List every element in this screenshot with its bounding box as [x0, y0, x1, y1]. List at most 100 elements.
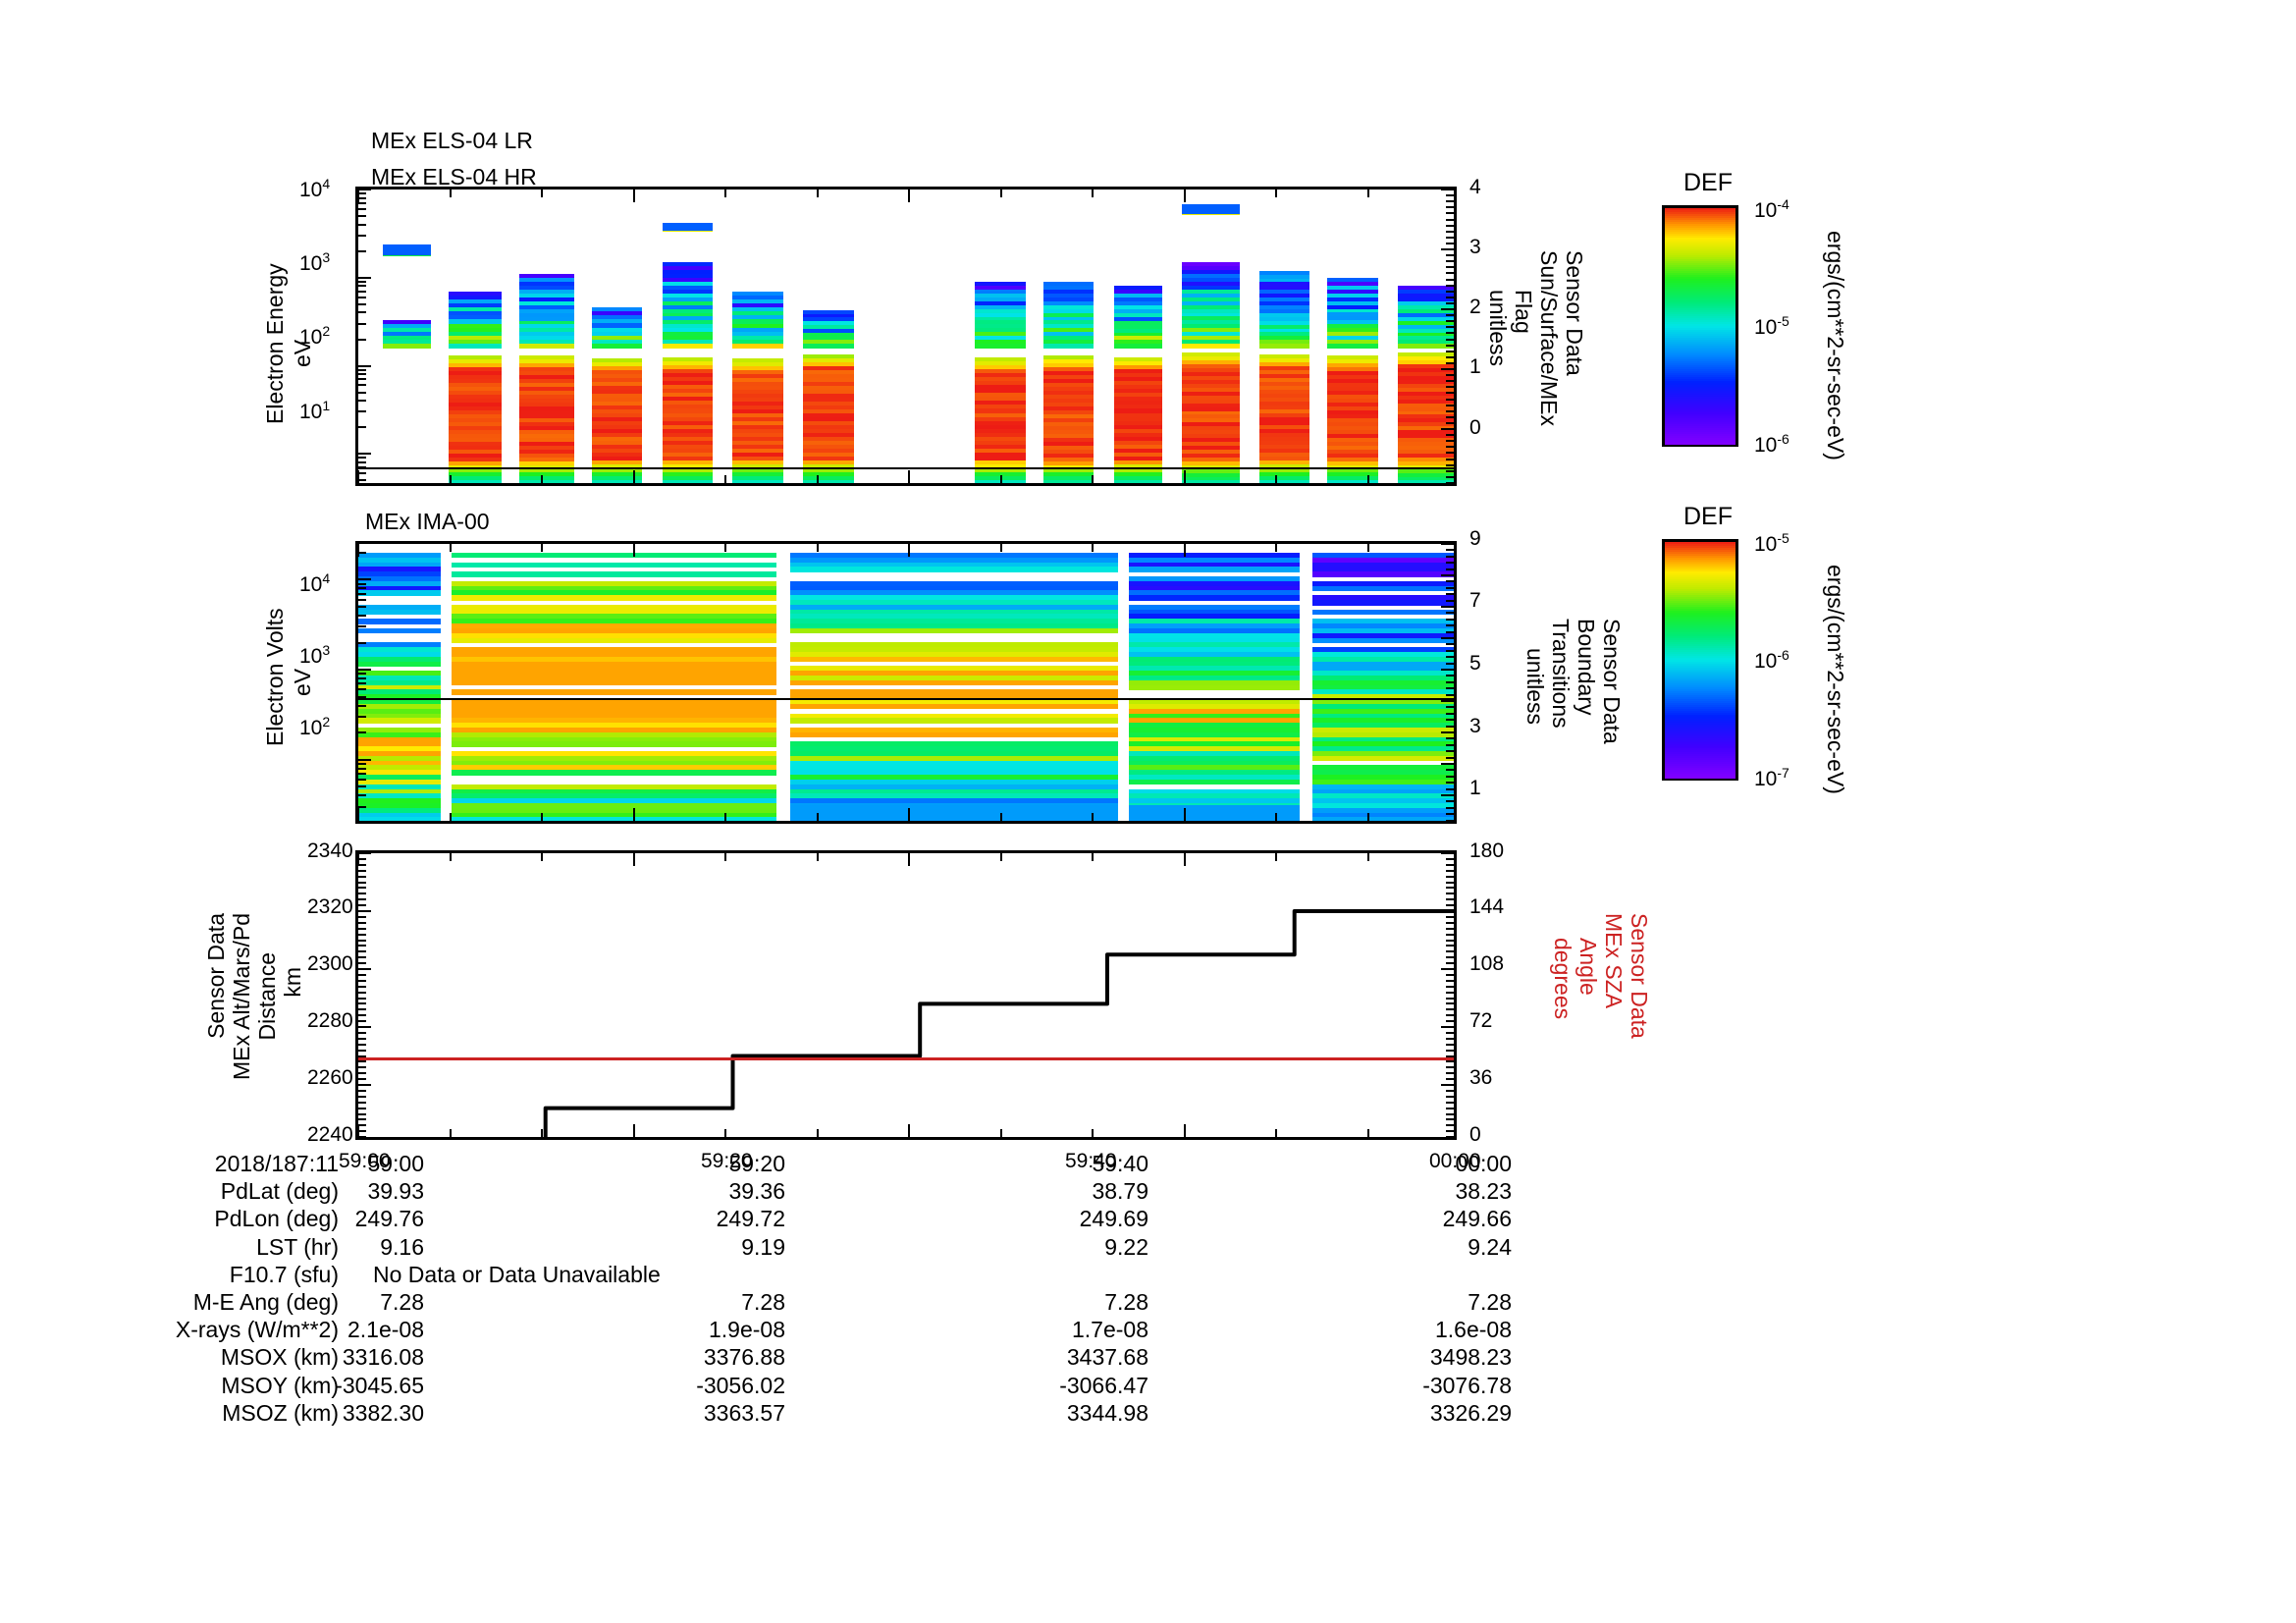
spectrogram-cell: [1113, 298, 1163, 303]
table-cell: 249.69: [1079, 1206, 1148, 1232]
spectrogram-cell: [732, 323, 784, 329]
colorbar-2-title: DEF: [1683, 503, 1733, 530]
spectrogram-cell: [803, 453, 854, 459]
spectrogram-cell: [1398, 368, 1454, 373]
spectrogram-cell: [732, 445, 784, 451]
colorbar-segment: [1665, 330, 1735, 333]
spectrogram-cell: [1182, 261, 1240, 267]
spectrogram-cell: [358, 731, 442, 738]
colorbar-segment: [1665, 255, 1735, 258]
spectrogram-cell: [449, 291, 502, 297]
axis-tick: [1446, 260, 1454, 263]
spectrogram-cell: [1398, 395, 1454, 401]
spectrogram-cell: [803, 381, 854, 387]
axis-tick: [1446, 612, 1454, 615]
spectrogram-cell: [1043, 484, 1095, 485]
axis-tick: [358, 189, 359, 202]
spectrogram-cell: [591, 453, 643, 459]
colorbar-1[interactable]: [1662, 205, 1738, 447]
axis-tick: [358, 673, 366, 676]
colorbar-segment: [1665, 371, 1735, 374]
colorbar-segment: [1665, 271, 1735, 274]
colorbar-segment: [1665, 385, 1735, 388]
spectrogram-cell: [518, 359, 574, 365]
spectrogram-cell: [975, 453, 1026, 458]
spectrogram-cell: [518, 293, 574, 298]
spectrogram-cell: [662, 308, 714, 314]
spectrogram-cell: [518, 453, 574, 459]
colorbar-segment: [1665, 558, 1735, 561]
spectrogram-cell: [1327, 421, 1378, 427]
colorbar-2[interactable]: [1662, 539, 1738, 781]
colorbar-segment: [1665, 391, 1735, 394]
spectrogram-cell: [732, 302, 784, 308]
spectrogram-cell: [1258, 402, 1310, 406]
spectrogram-cell: [789, 755, 1119, 762]
axis-tick: [1446, 200, 1454, 203]
spectrogram-cell: [1327, 472, 1378, 478]
spectrogram-cell: [1042, 332, 1095, 338]
colorbar-segment: [1665, 738, 1735, 741]
table-cell: 3326.29: [1429, 1399, 1512, 1426]
spectrogram-cell: [789, 567, 1119, 572]
spectrogram-cell: [1311, 788, 1454, 795]
spectrogram-cell: [1129, 713, 1301, 720]
spectrogram-cell: [1327, 387, 1378, 392]
colorbar-segment: [1665, 416, 1735, 419]
panel3-plot-area[interactable]: [355, 850, 1457, 1140]
spectrogram-cell: [1327, 371, 1378, 377]
spectrogram-cell: [1398, 442, 1454, 447]
axis-tick: [816, 475, 819, 483]
spectrogram-cell: [358, 718, 442, 724]
spectrogram-cell: [1398, 328, 1454, 334]
colorbar-segment: [1665, 232, 1735, 235]
spectrogram-cell: [1129, 671, 1301, 676]
colorbar-segment: [1665, 440, 1735, 443]
spectrogram-cell: [358, 703, 442, 710]
spectrogram-cell: [1113, 468, 1163, 474]
spectrogram-cell: [452, 609, 777, 616]
spectrogram-cell: [358, 585, 442, 592]
spectrogram-cell: [518, 344, 574, 350]
spectrogram-cell: [1042, 359, 1095, 365]
spectrogram-cell: [449, 480, 502, 483]
colorbar-segment: [1665, 302, 1735, 305]
axis-tick: [1446, 380, 1454, 383]
table-cell: -3066.47: [1059, 1372, 1148, 1398]
axis-tick: [358, 822, 366, 824]
axis-tick: [358, 1037, 366, 1040]
axis-tick: [1446, 421, 1454, 424]
panel1-plot-area[interactable]: [355, 187, 1457, 486]
spectrogram-cell: [662, 304, 714, 310]
spectrogram-cell: [591, 409, 643, 415]
table-cell: 249.66: [1442, 1206, 1512, 1232]
spectrogram-cell: [803, 417, 854, 422]
colorbar-segment: [1665, 660, 1735, 663]
axis-tick: [358, 767, 366, 770]
spectrogram-cell: [591, 323, 643, 329]
spectrogram-cell: [449, 295, 502, 300]
colorbar-segment: [1665, 573, 1735, 576]
spectrogram-cell: [975, 297, 1026, 302]
panel2-plot-area[interactable]: [355, 541, 1457, 824]
spectrogram-cell: [789, 679, 1119, 686]
spectrogram-cell: [591, 390, 643, 396]
spectrogram-cell: [358, 694, 442, 700]
axis-tick: [358, 625, 366, 628]
spectrogram-cell: [1042, 433, 1095, 439]
spectrogram-cell: [1129, 703, 1301, 710]
colorbar-segment: [1665, 355, 1735, 358]
spectrogram-cell: [449, 311, 502, 317]
colorbar-segment: [1665, 410, 1735, 413]
colorbar-segment: [1665, 764, 1735, 767]
spectrogram-cell: [975, 316, 1026, 322]
spectrogram-cell: [591, 445, 643, 451]
spectrogram-cell: [1042, 425, 1095, 431]
spectrogram-cell: [803, 365, 854, 371]
spectrogram-cell: [1258, 365, 1310, 371]
spectrogram-cell: [452, 562, 777, 568]
spectrogram-cell: [449, 406, 502, 411]
colorbar-segment: [1665, 279, 1735, 282]
colorbar-segment: [1665, 742, 1735, 745]
sza-line: [358, 1057, 1454, 1061]
